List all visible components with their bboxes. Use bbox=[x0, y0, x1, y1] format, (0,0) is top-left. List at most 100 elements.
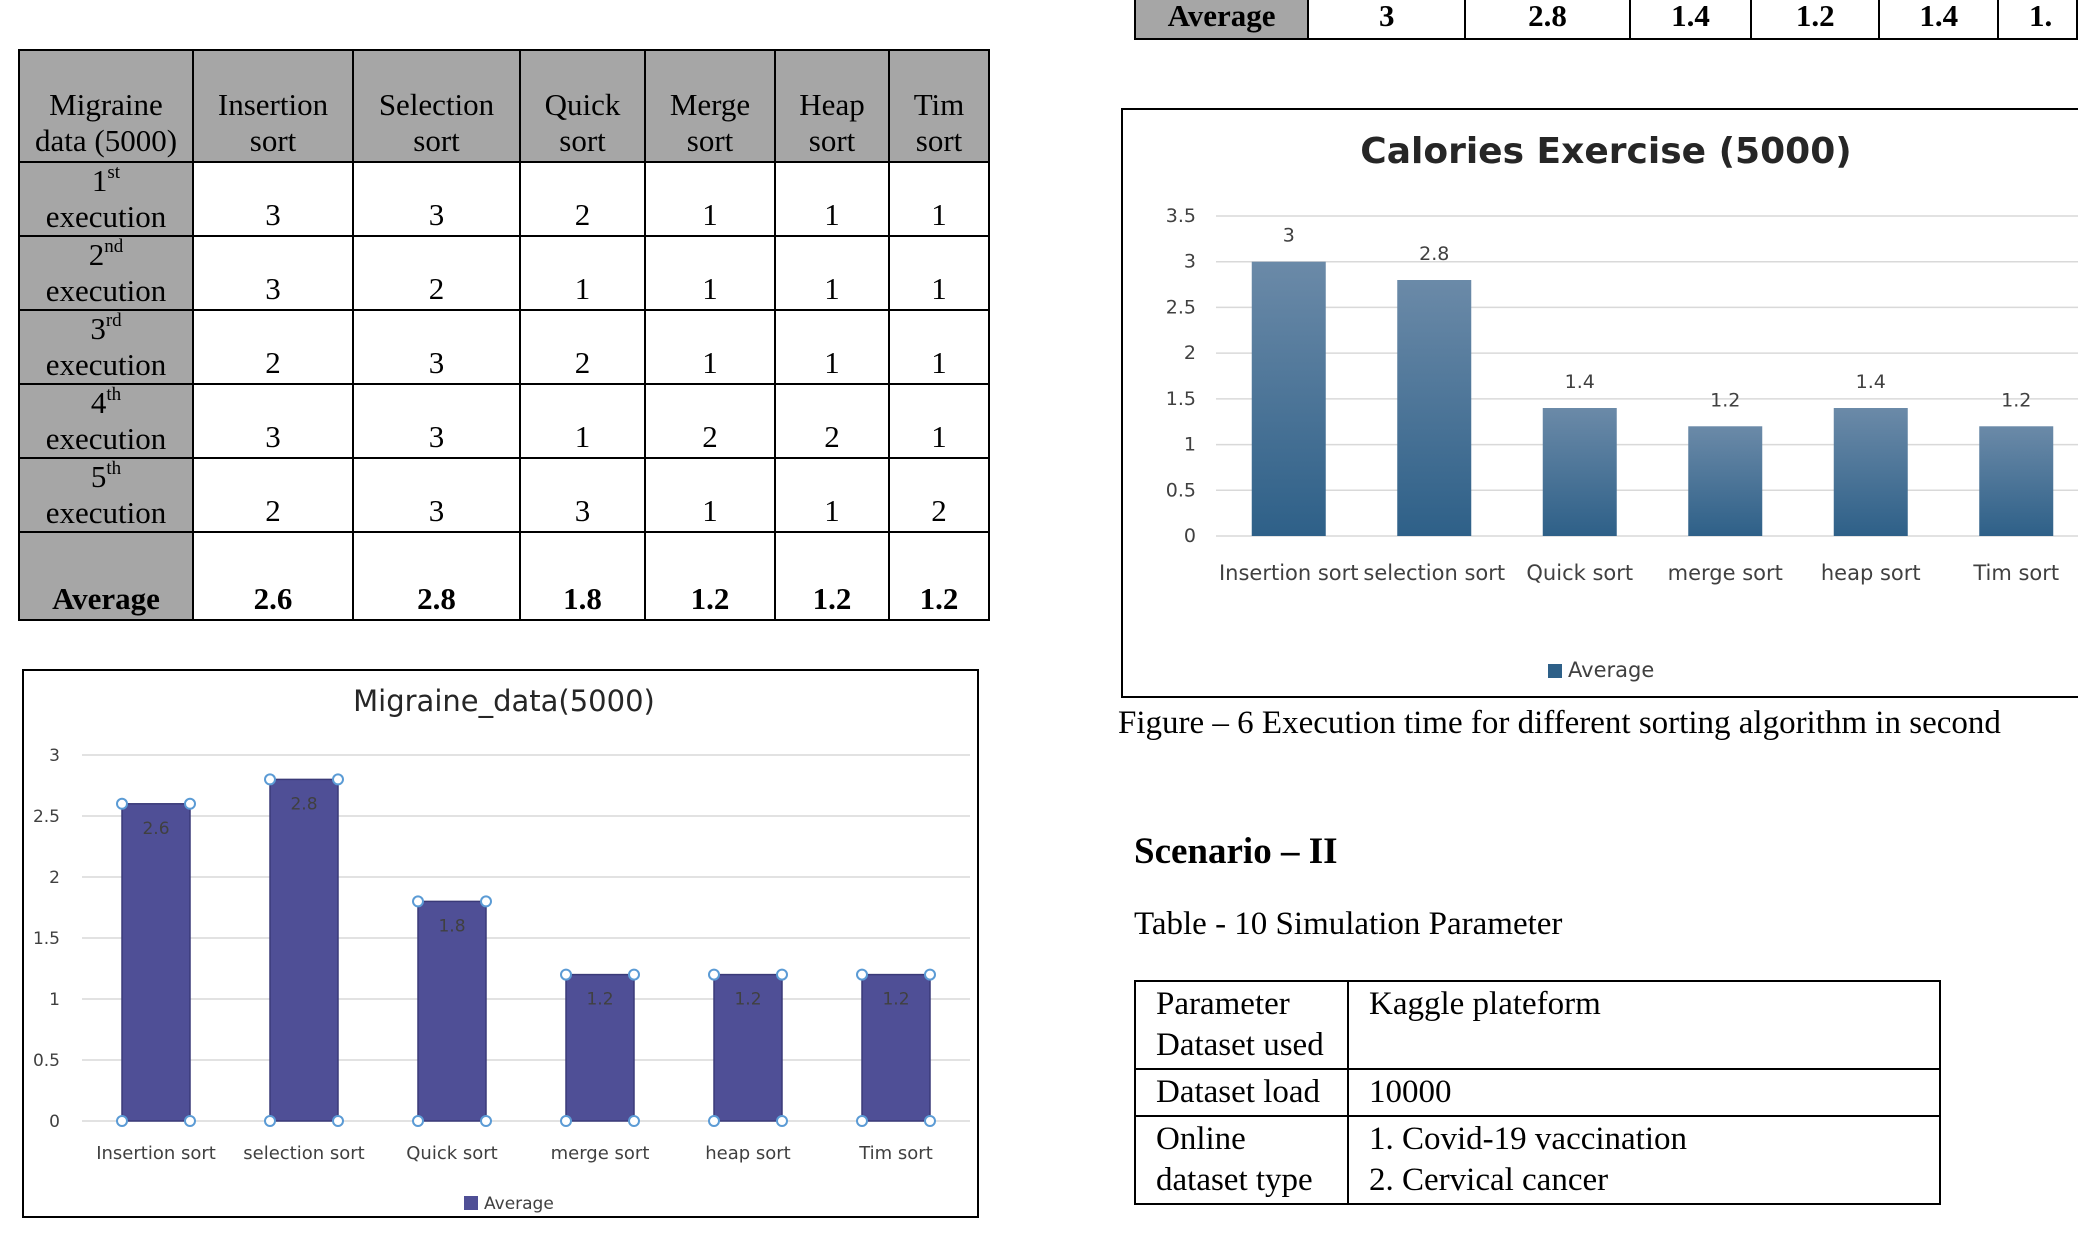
average-value: 1.8 bbox=[519, 531, 646, 621]
selection-handle bbox=[480, 1115, 492, 1127]
selection-handle bbox=[264, 773, 276, 786]
table-cell: 3 bbox=[352, 309, 521, 385]
data-label: 1.2 bbox=[882, 990, 909, 1010]
row-label-text: execution bbox=[45, 495, 167, 530]
selection-handle bbox=[184, 797, 196, 810]
column-header: Quick sort bbox=[519, 49, 646, 163]
data-label: 1.2 bbox=[734, 990, 761, 1010]
x-tick-label: heap sort bbox=[705, 1143, 791, 1164]
column-header: Tim sort bbox=[888, 49, 990, 163]
data-label: 1.4 bbox=[1856, 371, 1886, 393]
row-ordinal: st bbox=[107, 162, 121, 183]
corner-header: Migraine data (5000) bbox=[18, 49, 194, 163]
table-cell: 3 bbox=[192, 235, 354, 311]
chart-bar bbox=[121, 803, 191, 1122]
average-value: 3 bbox=[1307, 0, 1467, 40]
table-cell: 2 bbox=[192, 457, 354, 533]
y-tick-label: 0.5 bbox=[1166, 479, 1196, 501]
average-value: 1.4 bbox=[1878, 0, 1999, 40]
chart-bar bbox=[713, 973, 783, 1122]
y-tick-label: 0 bbox=[49, 1112, 60, 1132]
average-value: 2.8 bbox=[1464, 0, 1631, 40]
legend-swatch bbox=[464, 1196, 478, 1210]
average-value: 2.8 bbox=[352, 531, 521, 621]
parameter-name: Online dataset type bbox=[1134, 1115, 1349, 1205]
data-label: 1.2 bbox=[2001, 389, 2031, 411]
y-tick-label: 3 bbox=[1184, 251, 1196, 273]
average-value: 1.2 bbox=[1750, 0, 1881, 40]
table-row: Online dataset type 1. Covid-19 vaccinat… bbox=[1134, 1115, 1941, 1205]
table-cell: 3 bbox=[352, 161, 521, 237]
table-cell: 3 bbox=[192, 161, 354, 237]
row-label-text: execution bbox=[45, 421, 167, 456]
migraine-chart-frame: Migraine_data(5000) 0 0.5 1 1.5 2 2.5 3 2.6 Inser… bbox=[22, 669, 979, 1218]
table-row: 4th execution 3 3 1 2 2 1 bbox=[18, 383, 990, 459]
selection-handle bbox=[412, 1115, 424, 1127]
table-cell: 1 bbox=[644, 235, 776, 311]
selection-handle bbox=[332, 1115, 344, 1127]
selection-handle bbox=[560, 1115, 572, 1127]
row-number: 3 bbox=[90, 311, 106, 346]
chart-bar bbox=[1688, 426, 1763, 536]
data-label: 2.6 bbox=[142, 819, 169, 839]
parameter-value: 10000 bbox=[1347, 1068, 1941, 1117]
table-cell: 3 bbox=[352, 457, 521, 533]
figure-caption: Figure – 6 Execution time for different … bbox=[1118, 705, 2001, 741]
chart-bar bbox=[1833, 408, 1908, 536]
average-value: 1.2 bbox=[774, 531, 890, 621]
x-tick-label: Quick sort bbox=[1526, 561, 1633, 585]
simulation-parameter-table: Parameter Dataset used Kaggle plateform … bbox=[1134, 980, 1941, 1205]
x-tick-label: Insertion sort bbox=[96, 1143, 216, 1164]
chart-bar bbox=[269, 778, 339, 1122]
table-row: Parameter Dataset used Kaggle plateform bbox=[1134, 980, 1941, 1070]
selection-handle bbox=[856, 968, 868, 981]
table-cell: 3 bbox=[192, 383, 354, 459]
table-cell: 1 bbox=[888, 161, 990, 237]
x-tick-label: selection sort bbox=[243, 1143, 364, 1164]
selection-handle bbox=[856, 1115, 868, 1127]
table-cell: 1 bbox=[774, 161, 890, 237]
selection-handle bbox=[332, 773, 344, 786]
parameter-value-line: 1. Covid-19 vaccination bbox=[1369, 1121, 1688, 1157]
chart-bar bbox=[565, 973, 635, 1122]
data-label: 3 bbox=[1283, 225, 1295, 247]
table-row: 1st execution 3 3 2 1 1 1 bbox=[18, 161, 990, 237]
table-cell: 1 bbox=[519, 235, 646, 311]
y-tick-label: 2.5 bbox=[33, 807, 60, 827]
table-cell: 3 bbox=[352, 383, 521, 459]
y-tick-label: 1.5 bbox=[1166, 388, 1196, 410]
table-cell: 1 bbox=[888, 383, 990, 459]
x-tick-label: Tim sort bbox=[1972, 561, 2059, 585]
table-cell: 2 bbox=[644, 383, 776, 459]
parameter-name: Parameter Dataset used bbox=[1134, 980, 1349, 1070]
chart-bar bbox=[417, 900, 487, 1122]
table-header-row: Migraine data (5000) Insertion sort Sele… bbox=[18, 49, 990, 163]
chart-title: Calories Exercise (5000) bbox=[1360, 131, 1851, 172]
table-cell: 2 bbox=[774, 383, 890, 459]
legend-label: Average bbox=[484, 1194, 554, 1214]
y-tick-label: 3 bbox=[49, 746, 60, 766]
table-cell: 1 bbox=[644, 309, 776, 385]
selection-handle bbox=[412, 895, 424, 908]
table-cell: 1 bbox=[888, 309, 990, 385]
table-caption: Table - 10 Simulation Parameter bbox=[1134, 906, 1563, 942]
average-label: Average bbox=[1133, 0, 1310, 40]
chart-bar bbox=[1251, 261, 1326, 536]
row-ordinal: rd bbox=[105, 310, 122, 331]
selection-handle bbox=[924, 1115, 936, 1127]
table-cell: 1 bbox=[888, 235, 990, 311]
table-cell: 1 bbox=[774, 457, 890, 533]
selection-handle bbox=[628, 1115, 640, 1127]
table-cell: 1 bbox=[644, 457, 776, 533]
table-cell: 2 bbox=[192, 309, 354, 385]
calories-chart-frame: Calories Exercise (5000) 0 0.5 1 1.5 2 2.5 3 3.5… bbox=[1121, 108, 2078, 698]
average-value: 1.4 bbox=[1628, 0, 1753, 40]
selection-handle bbox=[776, 1115, 788, 1127]
table-cell: 2 bbox=[352, 235, 521, 311]
average-value: 2.6 bbox=[192, 531, 354, 621]
average-value: 1. bbox=[1996, 0, 2078, 40]
row-ordinal: nd bbox=[104, 236, 124, 257]
chart-bar bbox=[861, 973, 931, 1122]
row-label: 2nd execution bbox=[18, 235, 194, 311]
data-label: 2.8 bbox=[1419, 243, 1449, 265]
